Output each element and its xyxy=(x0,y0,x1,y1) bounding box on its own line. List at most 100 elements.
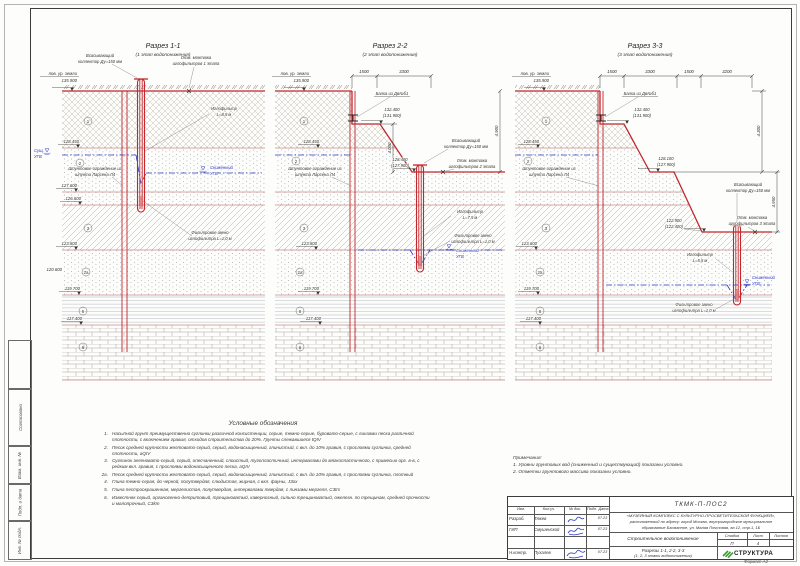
section-2-subtitle: (2 этап водопонижения) xyxy=(363,52,418,58)
sheet-title-2: (1, 2, 3 этапы водопонижения) xyxy=(634,553,692,558)
bench-elevation: 132.400 xyxy=(634,107,650,112)
elevation-value: 117.400 xyxy=(526,316,542,321)
lowered-gw-label: Сниженный xyxy=(210,165,234,170)
section-1-subtitle: (1 этап водопонижения) xyxy=(136,52,191,58)
layer-number: 2а xyxy=(84,270,89,275)
margin-cell-vzam-inv: Взам. инв. № xyxy=(8,445,32,485)
signature xyxy=(566,549,586,559)
section-3-sheet-piles xyxy=(597,91,604,352)
role-razrab: Разраб. xyxy=(509,516,525,521)
section-1-wellpoint xyxy=(134,78,148,213)
layer-number: 5 xyxy=(82,309,85,314)
section-2-groundwater xyxy=(275,154,503,267)
layer-number: 6 xyxy=(539,345,542,350)
layer-number: 2 xyxy=(295,159,298,164)
elevation-value: 126.600 xyxy=(65,196,81,201)
section-3: Разрез 3-3 (3 этап водопонижения) xyxy=(512,43,780,381)
legend-item: 2а. Песок средней крупности желтовато-сер… xyxy=(95,472,431,478)
elevation-value: 135.900 xyxy=(61,78,77,83)
layer-number: 6 xyxy=(82,345,85,350)
margin-cell-empty xyxy=(8,340,32,390)
role-nkontr: Н.контр. xyxy=(509,550,528,555)
section-2: Разрез 2-2 (2 этап водопонижения) xyxy=(272,43,505,381)
mount-label: Отм. монтажа xyxy=(181,55,212,60)
section-2-labels: Балка из Дв№б1 Шпунтовое ограждение из ш… xyxy=(288,91,497,260)
dimension-value: 1500 xyxy=(607,69,617,74)
bench-elevation: 128.100 xyxy=(658,156,674,161)
col-kol: Кол.уч. xyxy=(542,507,556,511)
signature xyxy=(567,516,585,523)
name-nkontr: Пухалев xyxy=(534,550,551,555)
bench-elevation: (122.400) xyxy=(665,224,684,229)
col-doc: № док. xyxy=(568,507,582,511)
dimension-value: 1500 xyxy=(359,69,369,74)
legend-item-number: 6. xyxy=(104,494,108,500)
sheet-pile-label: шпунта Ларсена Л4 xyxy=(529,172,570,177)
col-izm: Изм. xyxy=(516,507,526,511)
section-1-strata xyxy=(62,85,265,381)
dimension-value: 4.900 xyxy=(494,125,499,137)
date-gip: 07.23 xyxy=(597,527,608,531)
layer-number: 1 xyxy=(303,119,306,124)
wellpoint-label: Иглофильтр xyxy=(211,106,238,111)
elevation-value: 119.700 xyxy=(304,286,320,291)
dimension-value: 4.950 xyxy=(771,196,776,208)
name-gip: Смушенской xyxy=(534,527,560,532)
existing-gw-label: Сущ. xyxy=(34,148,44,153)
bench-elevation: (131.900) xyxy=(383,113,402,118)
structura-logo-icon xyxy=(722,550,734,558)
doc-title: Строительное водопонижение xyxy=(627,537,699,542)
sheet-main-frame xyxy=(30,8,792,559)
legend-item: 5. Глина пестроокрашенная, мергелистая, п… xyxy=(95,487,431,493)
filter-label: Фильтровое звено xyxy=(191,230,229,235)
section-1-sheet-piles xyxy=(121,91,128,352)
legend-item-number: 2. xyxy=(104,444,108,450)
stage-header: Стадия xyxy=(724,533,740,538)
lowered-gw-label: Сниженный xyxy=(456,248,480,253)
legend: Условные обозначения 1. Насыпной грунт пр… xyxy=(95,420,431,508)
lowered-gw-label: УГВ xyxy=(456,254,464,259)
legend-item-number: 4. xyxy=(104,479,108,485)
legend-item-text: Песок средней крупности желтовато-серый,… xyxy=(112,471,414,477)
sheet-outer-border xyxy=(4,4,797,562)
layer-number: 3 xyxy=(87,226,90,231)
margin-label-podp-data: Подп. и дата xyxy=(17,488,23,517)
elevation-value: 123.600 xyxy=(301,241,317,246)
bench-elevation: (127.900) xyxy=(657,162,676,167)
section-3-layer-numbers: 1 2 3 2а 5 6 xyxy=(523,116,551,352)
elevation-value: 119.700 xyxy=(65,286,81,291)
wellpoint-length: L=7,5 м xyxy=(463,215,478,220)
legend-item-number: 1. xyxy=(104,431,108,436)
section-3-title: Разрез 3-3 xyxy=(628,43,663,50)
beam-label: Балка из Дв№б1 xyxy=(624,91,657,96)
elevation-value: 117.400 xyxy=(67,316,83,321)
legend-item-text: Глина пестроокрашенная, мергелистая, пол… xyxy=(112,487,341,492)
section-3-strata xyxy=(515,85,772,381)
collector-label: Всасывающий xyxy=(86,53,115,58)
legend-title: Условные обозначения xyxy=(228,420,298,427)
legend-item: 2. Песок средней крупности желтовато-серы… xyxy=(95,445,431,457)
section-2-strata xyxy=(275,85,505,381)
section-1-labels: Всасывающий коллектор Ду=150 мм Отм. мон… xyxy=(34,53,238,242)
collector-label: коллектор Ду=150 мм xyxy=(78,59,122,64)
margin-label-inv-podl: Инв. № подл. xyxy=(17,526,23,554)
margin-label-vzam-inv: Взам. инв. № xyxy=(17,451,23,479)
bench-elevation: 132.400 xyxy=(384,107,400,112)
listov-header: Листов xyxy=(774,533,788,538)
margin-cell-soglasovano: Согласовано xyxy=(8,388,32,447)
section-2-layer-numbers: 1 2 3 2а 5 6 xyxy=(291,116,309,352)
role-gip: ГИП xyxy=(509,527,518,532)
layer-number: 2 xyxy=(527,159,530,164)
elevation-value: 119.700 xyxy=(524,286,540,291)
wellpoint-length: L=8,5 м xyxy=(217,112,232,117)
section-1: Разрез 1-1 (1 этап водопонижения) xyxy=(34,43,265,381)
bench-elevation: (131.900) xyxy=(633,113,652,118)
section-2-elevations: пов. ур. земли 135.900 128.450 123.600 1… xyxy=(272,71,417,326)
layer-number: 1 xyxy=(87,119,90,124)
signature xyxy=(567,527,585,536)
filter-label: иглофильтра L=1,0 м xyxy=(188,236,231,241)
name-razrab: Тяжев xyxy=(534,516,547,521)
note-line: 1. Уровни грунтовых вод (сниженный и сущ… xyxy=(513,463,684,469)
ground-level-label: пов. ур. земли xyxy=(281,71,310,76)
bench-elevation: (127.900) xyxy=(391,163,410,168)
